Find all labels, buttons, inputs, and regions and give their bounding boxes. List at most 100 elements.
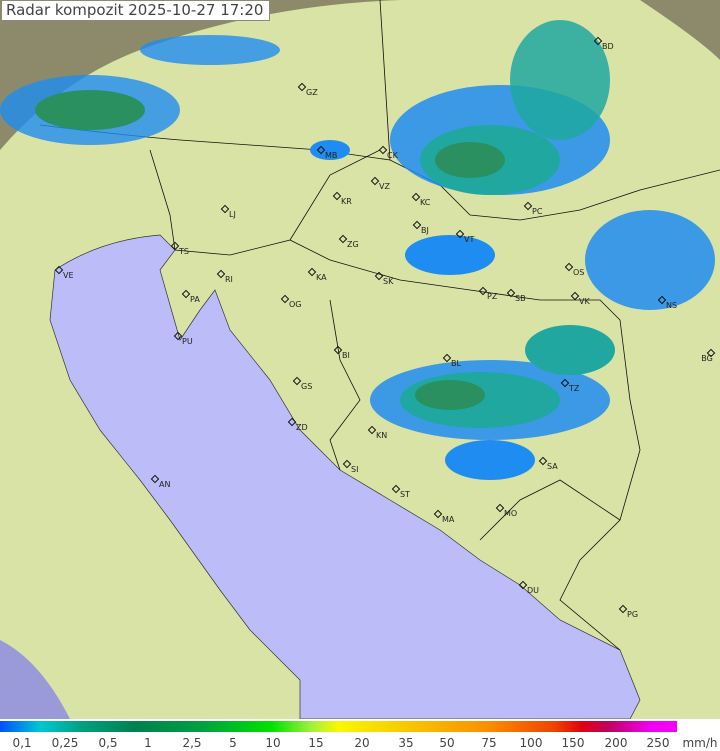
legend-color-scale — [0, 721, 677, 732]
city-label: PC — [532, 207, 543, 216]
legend-tick-label: 5 — [229, 736, 237, 750]
city-label: SI — [351, 465, 358, 474]
city-label: AN — [159, 480, 170, 489]
city-label: KR — [341, 197, 352, 206]
city-label: NS — [666, 301, 677, 310]
city-marker-icon — [220, 204, 230, 214]
city-label: OG — [289, 300, 302, 309]
city-marker-icon — [570, 291, 580, 301]
city-label: SK — [383, 277, 394, 286]
precipitation-legend: 0,1 0,25 0,5 1 2,5 5 10 15 20 35 50 75 100 150 200 250 m… — [0, 719, 720, 751]
city-label: LJ — [229, 210, 236, 219]
city-marker-icon — [181, 289, 191, 299]
legend-tick-label: 0,1 — [12, 736, 32, 750]
legend-tick-label: 75 — [481, 736, 497, 750]
city-label: KA — [316, 273, 327, 282]
city-marker-icon — [297, 82, 307, 92]
city-marker-icon — [287, 417, 297, 427]
city-marker-icon — [593, 36, 603, 46]
city-label: GS — [301, 382, 312, 391]
city-label: ST — [400, 490, 410, 499]
legend-tick-label: 35 — [398, 736, 414, 750]
legend-tick-label: 1 — [144, 736, 152, 750]
city-marker-icon — [478, 286, 488, 296]
city-marker-icon — [455, 229, 465, 239]
legend-tick-label: 50 — [439, 736, 455, 750]
city-label: PA — [190, 295, 200, 304]
city-marker-icon — [332, 191, 342, 201]
city-marker-icon — [170, 241, 180, 251]
borders — [39, 0, 720, 651]
legend-tick-label: 150 — [561, 736, 585, 750]
legend-tick-label: 250 — [646, 736, 670, 750]
city-label: DU — [527, 586, 539, 595]
city-label: OS — [573, 268, 584, 277]
city-marker-icon — [292, 376, 302, 386]
city-marker-icon — [370, 176, 380, 186]
city-label: VT — [464, 235, 474, 244]
city-marker-icon — [518, 580, 528, 590]
city-marker-icon — [173, 331, 183, 341]
city-label: MB — [325, 151, 337, 160]
bottom-left-sea — [0, 640, 70, 719]
legend-tick-label: 0,5 — [98, 736, 118, 750]
city-marker-icon — [150, 474, 160, 484]
city-label: BD — [602, 42, 614, 51]
legend-tick-label: 10 — [265, 736, 281, 750]
legend-tick-label: 20 — [354, 736, 370, 750]
city-marker-icon — [657, 295, 667, 305]
city-label: TS — [178, 247, 189, 256]
legend-tick-label: 200 — [604, 736, 628, 750]
city-marker-icon — [560, 378, 570, 388]
city-label: KC — [420, 198, 431, 207]
legend-unit: mm/h — [682, 736, 718, 750]
city-marker-icon — [54, 265, 64, 275]
city-marker-icon — [216, 269, 226, 279]
city-label: PG — [627, 610, 638, 619]
city-label: ZD — [296, 423, 308, 432]
city-marker-icon — [564, 262, 574, 272]
adriatic-sea — [49, 234, 641, 719]
city-marker-icon — [338, 234, 348, 244]
city-label: SB — [515, 294, 526, 303]
map-title: Radar kompozit 2025-10-27 17:20 — [2, 1, 271, 21]
city-label: GZ — [306, 88, 318, 97]
legend-tick-label: 0,25 — [51, 736, 79, 750]
city-label: BI — [342, 351, 350, 360]
city-label: BJ — [421, 226, 429, 235]
city-marker-icon — [618, 604, 628, 614]
legend-tick-label: 15 — [308, 736, 324, 750]
city-label: PZ — [487, 292, 498, 301]
city-label: CK — [387, 151, 399, 160]
radar-echoes — [0, 20, 715, 480]
city-marker-icon — [411, 192, 421, 202]
city-label: MO — [504, 509, 517, 518]
city-label: BG — [701, 354, 713, 363]
city-marker-icon — [538, 456, 548, 466]
city-marker-icon — [412, 220, 422, 230]
city-marker-icon — [433, 509, 443, 519]
radar-map: GZ BD MB CK VZ KR KC PC LJ BJ VT ZG TS VE KA SK OS RI PA OG… — [0, 0, 720, 719]
city-marker-icon — [495, 503, 505, 513]
city-marker-icon — [342, 459, 352, 469]
city-label: PU — [182, 337, 193, 346]
legend-tick-label: 100 — [519, 736, 543, 750]
city-label: SA — [547, 462, 558, 471]
city-label: VZ — [379, 182, 390, 191]
city-marker-icon — [333, 345, 343, 355]
city-label: ZG — [347, 240, 359, 249]
legend-tick-label: 2,5 — [182, 736, 202, 750]
city-label: TZ — [568, 384, 580, 393]
city-label: RI — [225, 275, 233, 284]
city-marker-icon — [442, 353, 452, 363]
city-marker-icon — [280, 294, 290, 304]
city-marker-icon — [706, 348, 716, 358]
city-marker-icon — [374, 271, 384, 281]
city-label: BL — [451, 359, 461, 368]
city-marker-icon — [378, 145, 388, 155]
city-marker-icon — [367, 425, 377, 435]
city-label: VE — [63, 271, 74, 280]
city-label: VK — [579, 297, 590, 306]
city-marker-icon — [506, 288, 516, 298]
city-label: MA — [442, 515, 455, 524]
